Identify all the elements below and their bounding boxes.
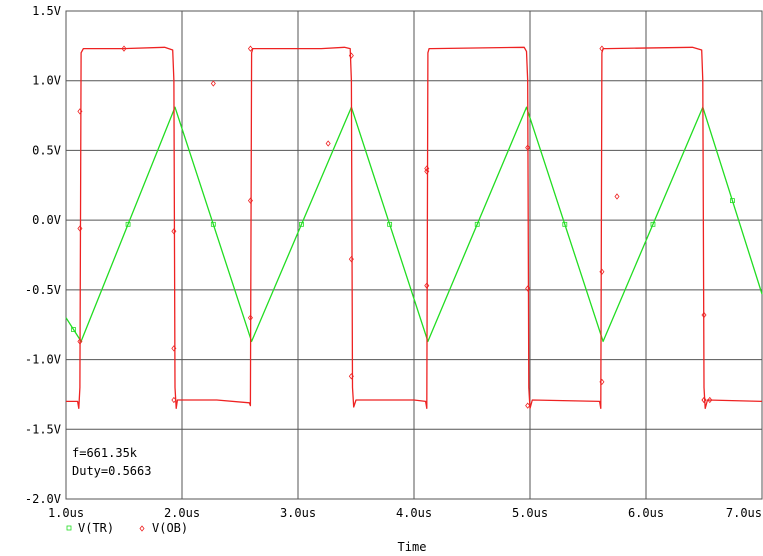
series-point	[599, 45, 605, 52]
series-point	[525, 144, 531, 151]
series-point	[247, 197, 253, 204]
series-line	[65, 106, 763, 343]
series-point	[474, 221, 480, 227]
legend-label-ob: V(OB)	[152, 521, 188, 535]
duty-annotation: Duty=0.5663	[72, 464, 151, 478]
marker-layer	[71, 45, 735, 409]
x-axis-tick-labels: 1.0us 2.0us 3.0us 4.0us 5.0us 6.0us 7.0us	[48, 506, 762, 520]
legend: V(TR) V(OB)	[66, 521, 188, 535]
series-point	[210, 221, 216, 227]
series-point	[614, 193, 620, 200]
series-point	[424, 168, 430, 175]
series-point	[77, 225, 83, 232]
series-point	[701, 311, 707, 319]
series-point	[562, 221, 568, 227]
plot-frame	[65, 10, 763, 500]
x-tick-label: 2.0us	[164, 506, 200, 520]
x-tick-label: 6.0us	[628, 506, 664, 520]
series-point	[650, 221, 656, 227]
series-point	[77, 108, 83, 115]
series-point	[121, 45, 127, 52]
series-point	[247, 45, 253, 52]
series-point	[247, 314, 253, 321]
series-point	[707, 396, 713, 404]
series-point	[348, 256, 354, 263]
legend-label-tr: V(TR)	[78, 521, 114, 535]
series-point	[348, 52, 354, 59]
y-tick-label: -1.0V	[25, 353, 61, 367]
series-point	[125, 221, 131, 227]
x-tick-label: 1.0us	[48, 506, 84, 520]
series-point	[525, 402, 531, 409]
y-tick-label: -0.5V	[25, 283, 61, 297]
series-point	[525, 285, 531, 292]
y-axis-tick-labels: 1.5V 1.0V 0.5V 0.0V -0.5V -1.0V -1.5V -2.0V	[25, 4, 61, 506]
series-point	[348, 373, 354, 380]
series-point	[387, 221, 393, 227]
grid-lines	[65, 10, 763, 500]
series-point	[171, 345, 177, 352]
y-tick-label: 1.5V	[32, 4, 61, 18]
series-point	[599, 378, 605, 386]
series-point	[730, 198, 735, 204]
series-point	[77, 338, 83, 345]
x-tick-label: 4.0us	[396, 506, 432, 520]
series-point	[210, 80, 216, 87]
series-point	[299, 221, 304, 227]
y-tick-label: 1.0V	[32, 74, 61, 88]
y-tick-label: -1.5V	[25, 422, 61, 436]
series-point	[171, 228, 177, 235]
series-point	[71, 327, 76, 332]
series-point	[171, 396, 177, 404]
legend-marker-ob	[139, 525, 145, 532]
series-point	[424, 165, 430, 172]
y-tick-label: 0.5V	[32, 143, 61, 157]
series-point	[599, 268, 605, 275]
y-tick-label: 0.0V	[32, 213, 61, 227]
x-tick-label: 5.0us	[512, 506, 548, 520]
x-axis-label: Time	[398, 540, 427, 554]
x-tick-label: 3.0us	[280, 506, 316, 520]
series-point	[325, 140, 331, 147]
x-tick-label: 7.0us	[726, 506, 762, 520]
y-tick-label: -2.0V	[25, 492, 61, 506]
legend-marker-tr	[66, 525, 72, 531]
series-point	[701, 396, 707, 404]
frequency-annotation: f=661.35k	[72, 446, 138, 460]
series-point	[424, 282, 430, 289]
